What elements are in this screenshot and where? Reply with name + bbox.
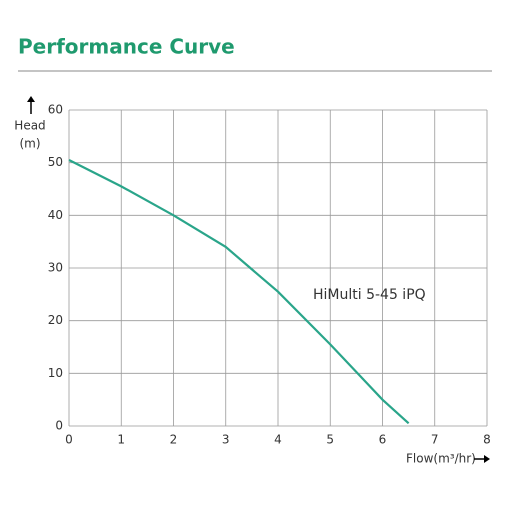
x-axis-label: Flow(m³/hr): [406, 452, 476, 466]
line-series: [68, 159, 410, 425]
x-tick-label: 6: [379, 433, 387, 447]
y-tick-label: 30: [48, 261, 63, 275]
x-tick-label: 4: [274, 433, 282, 447]
y-axis-label: Head: [14, 119, 45, 133]
y-tick-label: 0: [55, 419, 63, 433]
series-label: HiMulti 5-45 iPQ: [313, 287, 426, 303]
y-tick-label: 20: [48, 313, 63, 327]
x-tick-label: 8: [483, 433, 491, 447]
x-tick-label: 5: [326, 433, 334, 447]
x-tick-label: 3: [222, 433, 230, 447]
y-tick-label: 40: [48, 208, 63, 222]
x-arrow-head: [484, 455, 490, 463]
x-tick-label: 0: [65, 433, 73, 447]
y-axis-label: (m): [19, 137, 40, 151]
x-tick-label: 1: [117, 433, 125, 447]
x-tick-label: 2: [170, 433, 178, 447]
y-tick-label: 60: [48, 103, 63, 117]
x-tick-label: 7: [431, 433, 439, 447]
y-arrow-head: [27, 96, 35, 102]
chart-title: Performance Curve: [18, 35, 235, 59]
y-tick-label: 10: [48, 366, 63, 380]
y-tick-label: 50: [48, 155, 63, 169]
